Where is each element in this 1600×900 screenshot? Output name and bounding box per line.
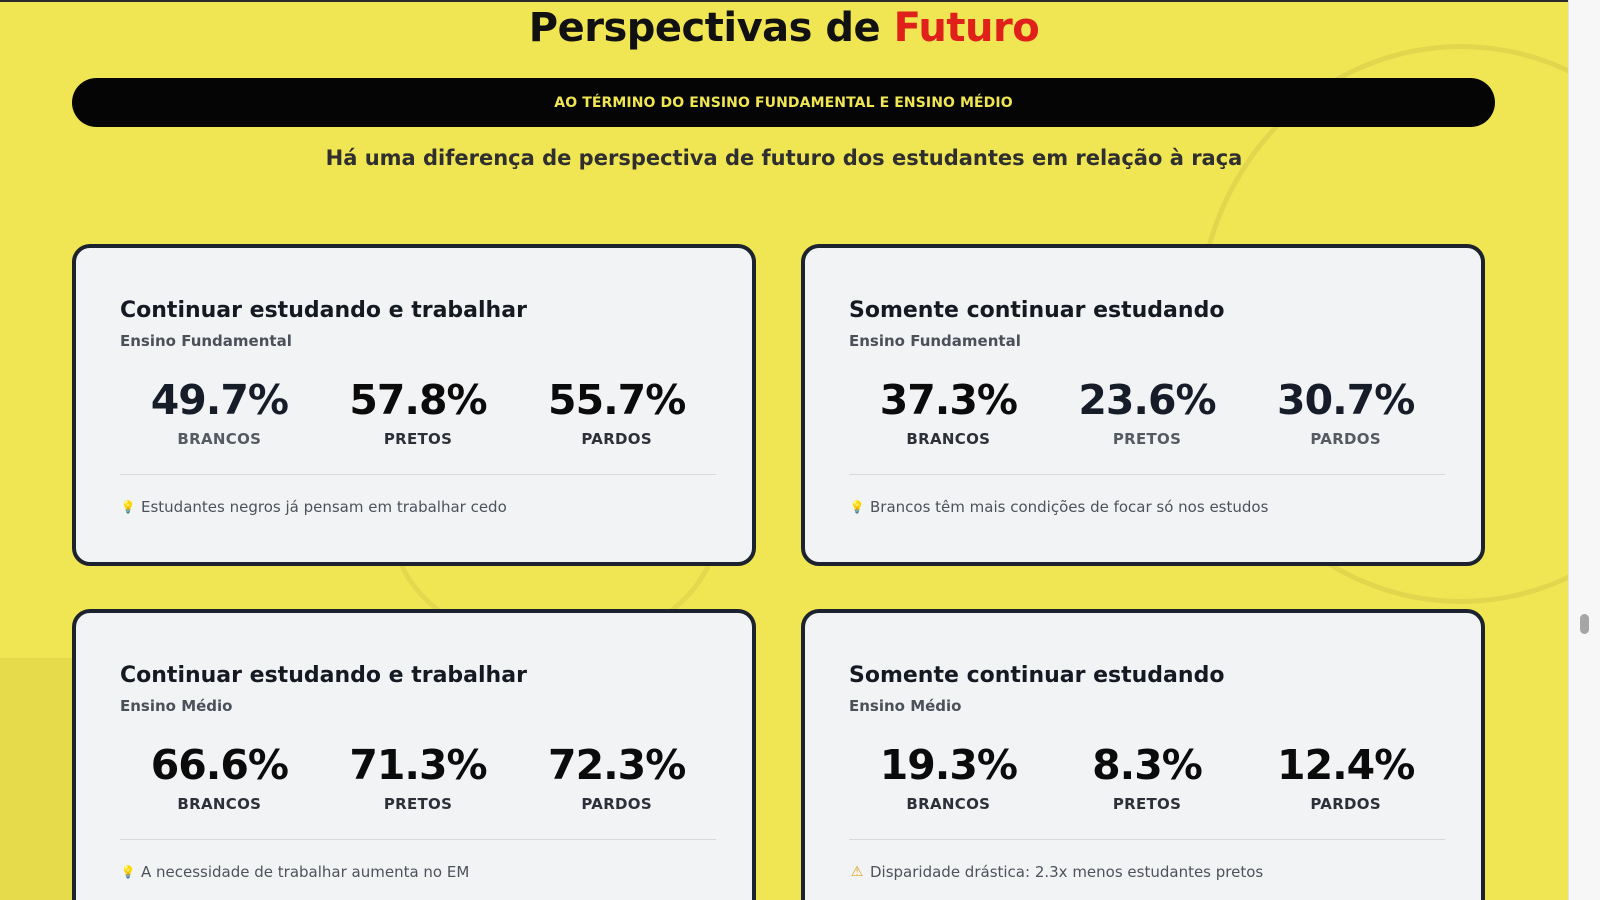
- stats-row: 37.3% BRANCOS 23.6% PRETOS 30.7% PARDOS: [849, 376, 1445, 456]
- card-title: Continuar estudando e trabalhar: [120, 663, 527, 688]
- card-note-text: A necessidade de trabalhar aumenta no EM: [141, 863, 470, 881]
- stat-brancos: 19.3% BRANCOS: [849, 741, 1048, 821]
- stat-label: PRETOS: [1112, 430, 1182, 448]
- stats-row: 49.7% BRANCOS 57.8% PRETOS 55.7% PARDOS: [120, 376, 716, 456]
- stat-brancos: 66.6% BRANCOS: [120, 741, 319, 821]
- card-subtitle: Ensino Fundamental: [849, 332, 1021, 350]
- stat-card-ef-study-only: Somente continuar estudando Ensino Funda…: [801, 244, 1485, 566]
- card-note: 💡 Brancos têm mais condições de focar só…: [849, 498, 1269, 516]
- stat-value: 23.6%: [1078, 376, 1216, 424]
- page-title-main: Perspectivas de: [528, 5, 894, 51]
- stat-card-ef-study-work: Continuar estudando e trabalhar Ensino F…: [72, 244, 756, 566]
- stat-label: PARDOS: [581, 430, 652, 448]
- stat-pretos: 57.8% PRETOS: [319, 376, 518, 456]
- stat-label: PRETOS: [1112, 795, 1182, 813]
- page-title: Perspectivas de Futuro: [0, 5, 1568, 51]
- stat-pardos: 55.7% PARDOS: [517, 376, 716, 456]
- section-subtitle: Há uma diferença de perspectiva de futur…: [325, 146, 1243, 170]
- stat-label: PRETOS: [383, 795, 453, 813]
- stat-value: 37.3%: [879, 376, 1018, 424]
- card-title: Somente continuar estudando: [849, 298, 1225, 323]
- scrollbar-thumb[interactable]: [1580, 614, 1589, 634]
- card-note-text: Estudantes negros já pensam em trabalhar…: [141, 498, 507, 516]
- card-note: ⚠ Disparidade drástica: 2.3x menos estud…: [849, 863, 1264, 881]
- card-divider: [849, 839, 1445, 840]
- card-note-text: Disparidade drástica: 2.3x menos estudan…: [870, 863, 1264, 881]
- page-title-accent: Futuro: [893, 5, 1040, 51]
- stat-label: BRANCOS: [177, 795, 262, 813]
- stat-card-em-study-work: Continuar estudando e trabalhar Ensino M…: [72, 609, 756, 900]
- stat-pardos: 12.4% PARDOS: [1246, 741, 1445, 821]
- stat-value: 30.7%: [1277, 376, 1415, 424]
- stat-card-em-study-only: Somente continuar estudando Ensino Médio…: [801, 609, 1485, 900]
- card-divider: [120, 839, 716, 840]
- card-subtitle: Ensino Fundamental: [120, 332, 292, 350]
- stat-value: 66.6%: [150, 741, 289, 789]
- lightbulb-icon: 💡: [120, 500, 136, 514]
- card-note: 💡 A necessidade de trabalhar aumenta no …: [120, 863, 470, 881]
- section-banner: AO TÉRMINO DO ENSINO FUNDAMENTAL E ENSIN…: [72, 78, 1495, 127]
- top-border: [0, 0, 1568, 2]
- stat-value: 19.3%: [879, 741, 1018, 789]
- stat-pretos: 23.6% PRETOS: [1048, 376, 1247, 456]
- card-note-text: Brancos têm mais condições de focar só n…: [870, 498, 1269, 516]
- stat-label: BRANCOS: [906, 430, 991, 448]
- stat-value: 71.3%: [349, 741, 487, 789]
- stat-label: PARDOS: [581, 795, 652, 813]
- stat-value: 12.4%: [1277, 741, 1415, 789]
- stat-value: 55.7%: [548, 376, 686, 424]
- stat-value: 49.7%: [150, 376, 289, 424]
- card-note: 💡 Estudantes negros já pensam em trabalh…: [120, 498, 507, 516]
- stat-label: BRANCOS: [177, 430, 262, 448]
- stat-brancos: 49.7% BRANCOS: [120, 376, 319, 456]
- decorative-block: [0, 658, 80, 900]
- section-banner-text: AO TÉRMINO DO ENSINO FUNDAMENTAL E ENSIN…: [554, 94, 1013, 111]
- stat-label: BRANCOS: [906, 795, 991, 813]
- card-title: Somente continuar estudando: [849, 663, 1225, 688]
- card-subtitle: Ensino Médio: [849, 697, 962, 715]
- stat-pardos: 72.3% PARDOS: [517, 741, 716, 821]
- stat-value: 57.8%: [349, 376, 487, 424]
- stat-label: PRETOS: [383, 430, 453, 448]
- stats-row: 66.6% BRANCOS 71.3% PRETOS 72.3% PARDOS: [120, 741, 716, 821]
- stat-brancos: 37.3% BRANCOS: [849, 376, 1048, 456]
- stat-pretos: 8.3% PRETOS: [1048, 741, 1247, 821]
- lightbulb-icon: 💡: [849, 500, 865, 514]
- lightbulb-icon: 💡: [120, 865, 136, 879]
- warning-icon: ⚠: [850, 864, 864, 880]
- stat-pretos: 71.3% PRETOS: [319, 741, 518, 821]
- card-title: Continuar estudando e trabalhar: [120, 298, 527, 323]
- stat-value: 8.3%: [1092, 741, 1203, 789]
- vertical-scrollbar[interactable]: [1568, 0, 1600, 900]
- stat-label: PARDOS: [1310, 795, 1381, 813]
- stat-pardos: 30.7% PARDOS: [1246, 376, 1445, 456]
- card-divider: [849, 474, 1445, 475]
- card-divider: [120, 474, 716, 475]
- stat-value: 72.3%: [548, 741, 686, 789]
- card-subtitle: Ensino Médio: [120, 697, 233, 715]
- stat-label: PARDOS: [1310, 430, 1381, 448]
- stats-row: 19.3% BRANCOS 8.3% PRETOS 12.4% PARDOS: [849, 741, 1445, 821]
